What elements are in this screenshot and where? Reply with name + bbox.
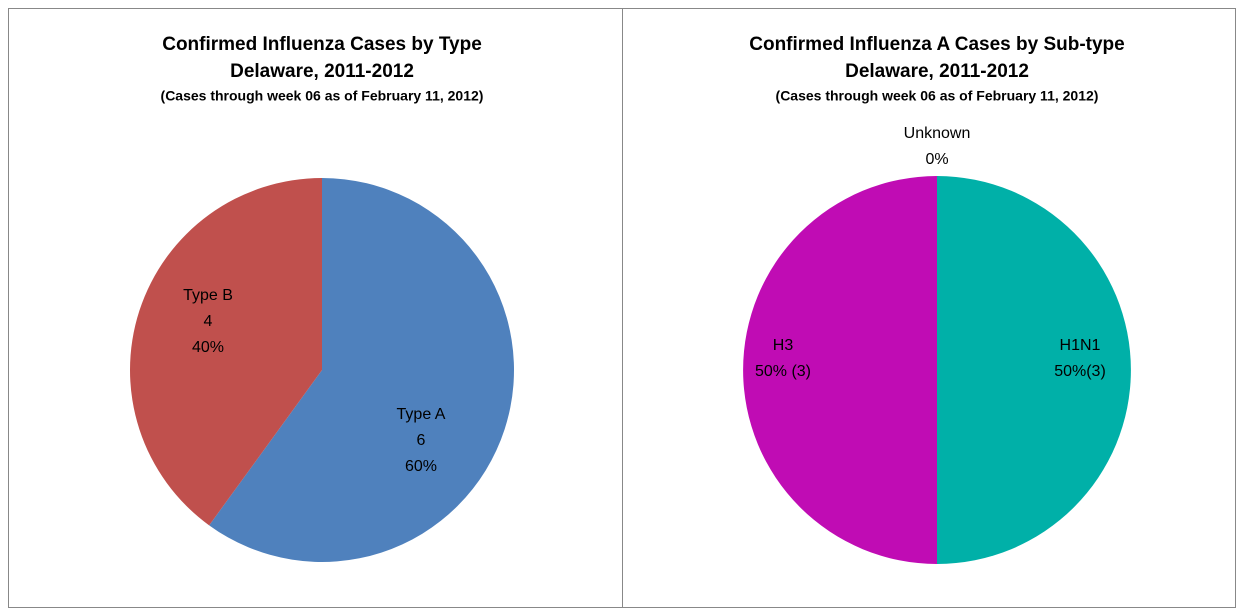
slice-name: Unknown xyxy=(904,125,971,142)
pie-slice xyxy=(743,176,937,564)
slice-count: 6 xyxy=(417,432,426,449)
slice-count: 4 xyxy=(204,313,213,330)
slice-name: Type B xyxy=(183,287,233,304)
slice-name: H3 xyxy=(773,337,794,354)
pie-slice xyxy=(130,178,322,526)
chart-title: Confirmed Influenza Cases by Type xyxy=(162,34,482,55)
chart-note: (Cases through week 06 as of February 11… xyxy=(776,88,1099,104)
slice-name: H1N1 xyxy=(1060,337,1101,354)
slice-percent: 50%(3) xyxy=(1054,363,1106,380)
slice-percent: 40% xyxy=(192,339,224,356)
chart-title: Confirmed Influenza A Cases by Sub-type xyxy=(749,34,1124,55)
slice-percent: 50% (3) xyxy=(755,363,811,380)
slice-name: Type A xyxy=(397,406,446,423)
chart-subtitle: Delaware, 2011-2012 xyxy=(230,61,414,82)
pie-slice xyxy=(937,176,1131,564)
chart-subtitle: Delaware, 2011-2012 xyxy=(845,61,1029,82)
slice-percent: 60% xyxy=(405,458,437,475)
chart-note: (Cases through week 06 as of February 11… xyxy=(161,88,484,104)
slice-percent: 0% xyxy=(925,151,948,168)
pie-slice xyxy=(209,178,514,562)
